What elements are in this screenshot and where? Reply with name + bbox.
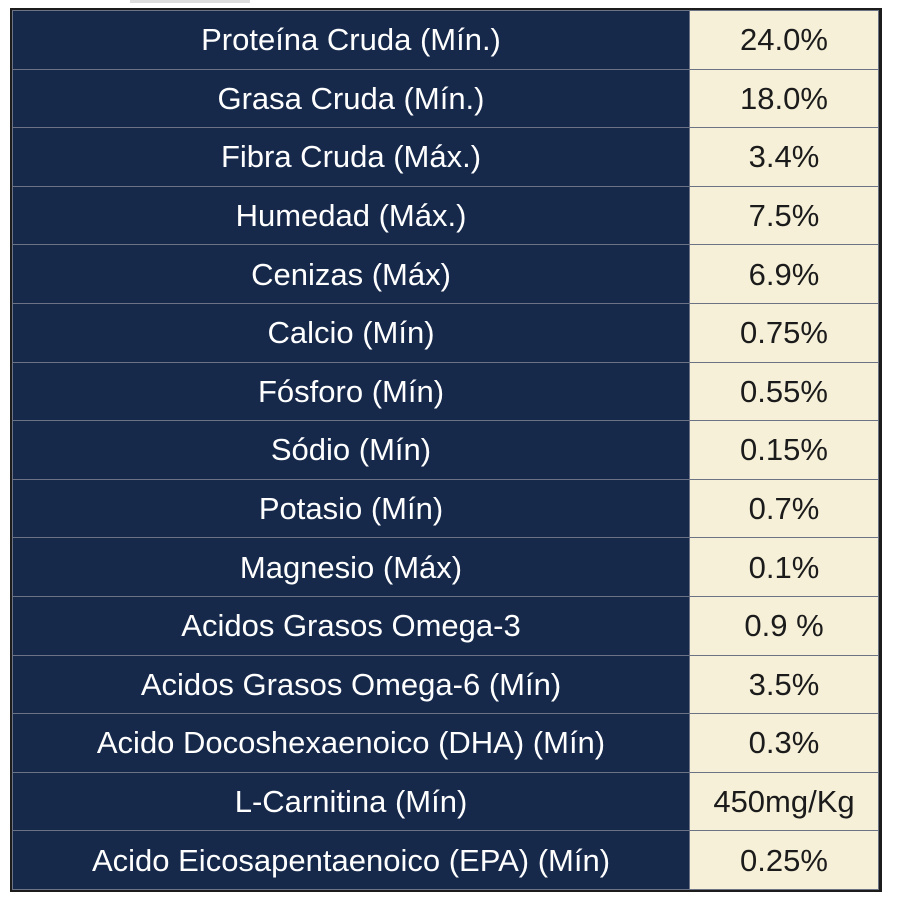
nutrient-value: 450mg/Kg	[689, 771, 879, 832]
nutrient-label: Cenizas (Máx)	[12, 244, 690, 304]
nutrient-label: Grasa Cruda (Mín.)	[12, 68, 690, 129]
nutrient-value: 0.3%	[689, 713, 879, 773]
nutrient-value: 0.25%	[689, 830, 879, 890]
nutrient-value: 24.0%	[689, 10, 879, 70]
nutrient-value: 0.55%	[689, 361, 879, 422]
nutrient-value: 3.4%	[689, 127, 879, 187]
nutrient-label: Fósforo (Mín)	[12, 361, 690, 422]
table-row: Proteína Cruda (Mín.) 24.0%	[12, 10, 879, 70]
nutrient-value: 6.9%	[689, 244, 879, 304]
nutrient-table-frame: Proteína Cruda (Mín.) 24.0% Grasa Cruda …	[10, 8, 882, 892]
nutrient-value: 18.0%	[689, 68, 879, 129]
nutrient-label: Potasio (Mín)	[12, 478, 690, 539]
nutrient-label: Humedad (Máx.)	[12, 185, 690, 246]
table-row: Grasa Cruda (Mín.) 18.0%	[12, 68, 879, 129]
nutrient-label: L-Carnitina (Mín)	[12, 771, 690, 832]
nutrient-value: 7.5%	[689, 185, 879, 246]
cropped-top-edge	[130, 0, 250, 3]
nutrient-value: 0.9 %	[689, 595, 879, 656]
nutrient-label: Acido Eicosapentaenoico (EPA) (Mín)	[12, 830, 690, 890]
nutrient-label: Calcio (Mín)	[12, 302, 690, 363]
nutrient-label: Acidos Grasos Omega-3	[12, 595, 690, 656]
nutrient-value: 0.75%	[689, 302, 879, 363]
nutrient-label: Acidos Grasos Omega-6 (Mín)	[12, 654, 690, 715]
nutrient-label: Acido Docoshexaenoico (DHA) (Mín)	[12, 713, 690, 773]
table-row: Acidos Grasos Omega-6 (Mín) 3.5%	[12, 654, 879, 715]
table-row: Acidos Grasos Omega-3 0.9 %	[12, 595, 879, 656]
table-row: Cenizas (Máx) 6.9%	[12, 244, 879, 304]
table-row: Sódio (Mín) 0.15%	[12, 420, 879, 480]
table-row: L-Carnitina (Mín) 450mg/Kg	[12, 771, 879, 832]
nutrient-value: 0.7%	[689, 478, 879, 539]
nutrient-label: Magnesio (Máx)	[12, 537, 690, 597]
table-row: Fósforo (Mín) 0.55%	[12, 361, 879, 422]
nutrient-value: 0.15%	[689, 420, 879, 480]
table-row: Calcio (Mín) 0.75%	[12, 302, 879, 363]
nutrient-label: Fibra Cruda (Máx.)	[12, 127, 690, 187]
table-row: Humedad (Máx.) 7.5%	[12, 185, 879, 246]
table-row: Acido Docoshexaenoico (DHA) (Mín) 0.3%	[12, 713, 879, 773]
table-row: Potasio (Mín) 0.7%	[12, 478, 879, 539]
nutrient-value: 0.1%	[689, 537, 879, 597]
nutrient-table: Proteína Cruda (Mín.) 24.0% Grasa Cruda …	[12, 10, 879, 890]
nutrient-label: Sódio (Mín)	[12, 420, 690, 480]
table-row: Fibra Cruda (Máx.) 3.4%	[12, 127, 879, 187]
nutrient-value: 3.5%	[689, 654, 879, 715]
table-row: Magnesio (Máx) 0.1%	[12, 537, 879, 597]
table-row: Acido Eicosapentaenoico (EPA) (Mín) 0.25…	[12, 830, 879, 890]
nutrient-label: Proteína Cruda (Mín.)	[12, 10, 690, 70]
